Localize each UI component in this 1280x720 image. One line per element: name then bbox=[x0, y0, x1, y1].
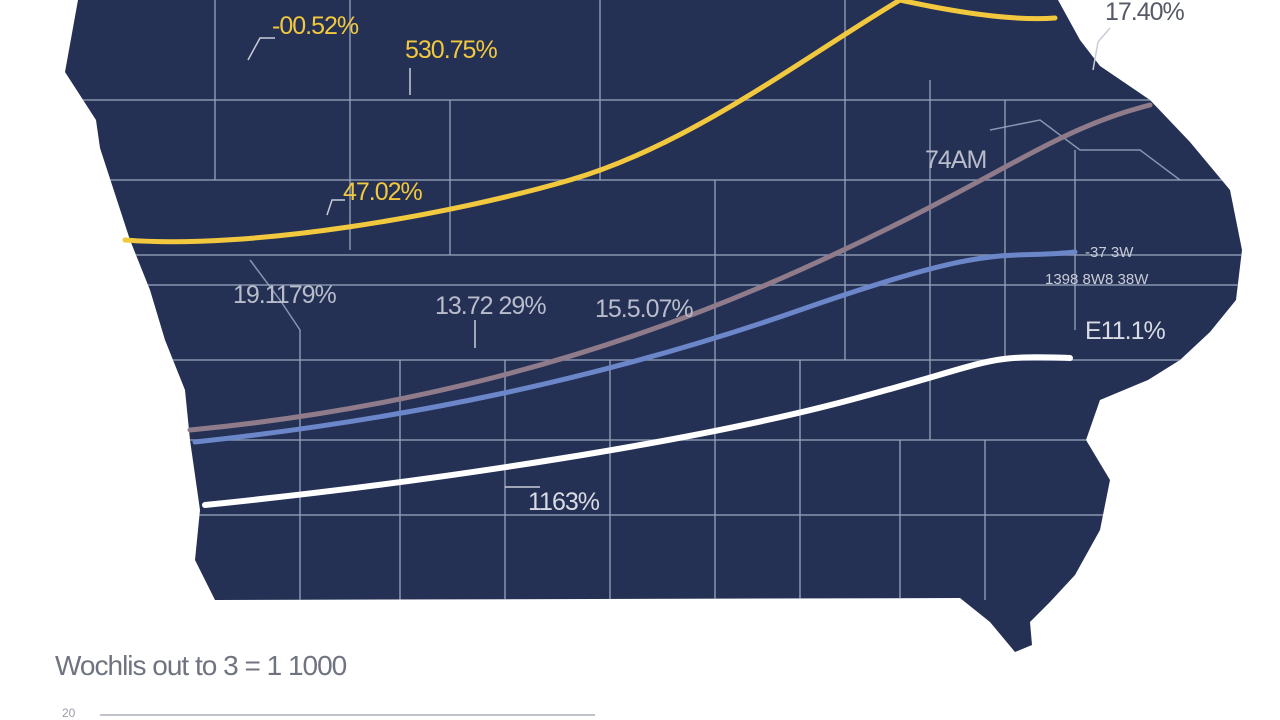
map-label: 17.40% bbox=[1105, 0, 1185, 26]
map-label: 19.1179% bbox=[233, 281, 337, 309]
map-label: 74AM bbox=[925, 146, 986, 174]
scale-tick-label: 20 bbox=[62, 706, 76, 720]
map-label: -00.52% bbox=[272, 12, 359, 40]
map-label: 47.02% bbox=[343, 178, 423, 206]
scale-caption: Wochlis out to 3 = 1 1000 bbox=[55, 650, 347, 681]
map-label: 13.72 29% bbox=[435, 292, 546, 320]
trend-lines bbox=[122, 0, 1153, 508]
leaders bbox=[247, 27, 1111, 488]
map-label: 1163% bbox=[528, 488, 600, 516]
map-label: 15.5.07% bbox=[595, 295, 693, 323]
county-borders bbox=[65, 0, 1242, 600]
map-label: 1398 8W8 38W bbox=[1045, 271, 1149, 288]
map-label: 530.75% bbox=[405, 36, 497, 64]
state-shape bbox=[65, 0, 1242, 652]
map-label: E11.1% bbox=[1085, 317, 1165, 345]
map-label: -37 3W bbox=[1085, 244, 1134, 261]
